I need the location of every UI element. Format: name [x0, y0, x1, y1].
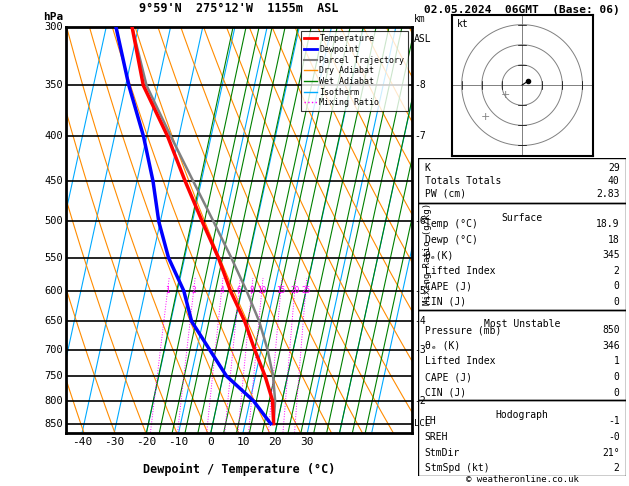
Text: 10: 10 — [257, 286, 267, 295]
Bar — [418, 400, 626, 476]
Text: 750: 750 — [44, 371, 63, 381]
Text: K: K — [425, 163, 430, 173]
Text: Temp (°C): Temp (°C) — [425, 219, 477, 229]
Text: 0: 0 — [614, 281, 620, 291]
Text: 02.05.2024  06GMT  (Base: 06): 02.05.2024 06GMT (Base: 06) — [424, 4, 620, 15]
Text: θₑ(K): θₑ(K) — [425, 250, 454, 260]
Text: 850: 850 — [44, 418, 63, 429]
Text: 2: 2 — [614, 266, 620, 276]
Legend: Temperature, Dewpoint, Parcel Trajectory, Dry Adiabat, Wet Adiabat, Isotherm, Mi: Temperature, Dewpoint, Parcel Trajectory… — [301, 31, 408, 110]
Text: +: + — [501, 90, 511, 100]
Text: 9°59'N  275°12'W  1155m  ASL: 9°59'N 275°12'W 1155m ASL — [139, 1, 339, 15]
Text: 0: 0 — [614, 388, 620, 398]
Text: Pressure (mb): Pressure (mb) — [425, 325, 501, 335]
Text: 18.9: 18.9 — [596, 219, 620, 229]
Text: 18: 18 — [608, 235, 620, 244]
Text: -8: -8 — [414, 81, 426, 90]
Text: 2: 2 — [614, 463, 620, 473]
Text: 29: 29 — [608, 163, 620, 173]
Text: 30: 30 — [301, 437, 314, 448]
Text: 0: 0 — [614, 372, 620, 382]
Text: -7: -7 — [414, 131, 426, 141]
Text: 550: 550 — [44, 253, 63, 263]
Text: 400: 400 — [44, 131, 63, 141]
Text: Lifted Index: Lifted Index — [425, 266, 495, 276]
Text: CAPE (J): CAPE (J) — [425, 372, 472, 382]
Text: 0: 0 — [614, 297, 620, 307]
Bar — [418, 310, 626, 400]
Text: Totals Totals: Totals Totals — [425, 176, 501, 186]
Text: EH: EH — [425, 416, 437, 426]
Text: 21°: 21° — [602, 448, 620, 458]
Text: Lifted Index: Lifted Index — [425, 356, 495, 366]
Text: Dewpoint / Temperature (°C): Dewpoint / Temperature (°C) — [143, 463, 335, 476]
Text: Surface: Surface — [501, 213, 543, 223]
Text: 650: 650 — [44, 316, 63, 327]
Text: 2.83: 2.83 — [596, 189, 620, 199]
Text: 300: 300 — [44, 22, 63, 32]
Text: Most Unstable: Most Unstable — [484, 319, 560, 329]
Text: 0: 0 — [208, 437, 214, 448]
Text: 20: 20 — [269, 437, 282, 448]
Text: -10: -10 — [169, 437, 189, 448]
Text: -6: -6 — [414, 216, 426, 226]
Text: θₑ (K): θₑ (K) — [425, 341, 460, 351]
Text: ASL: ASL — [414, 34, 431, 44]
Text: 345: 345 — [602, 250, 620, 260]
Text: 1: 1 — [614, 356, 620, 366]
Text: 15: 15 — [276, 286, 286, 295]
Text: -40: -40 — [72, 437, 92, 448]
Text: 20: 20 — [290, 286, 299, 295]
Text: 350: 350 — [44, 81, 63, 90]
Text: 600: 600 — [44, 286, 63, 296]
Text: StmSpd (kt): StmSpd (kt) — [425, 463, 489, 473]
Text: -3: -3 — [414, 345, 426, 355]
Text: © weatheronline.co.uk: © weatheronline.co.uk — [465, 474, 579, 484]
Text: +: + — [481, 112, 491, 122]
Text: 850: 850 — [602, 325, 620, 335]
Text: -2: -2 — [414, 396, 426, 406]
Text: -4: -4 — [414, 316, 426, 327]
Text: Mixing Ratio (g/kg): Mixing Ratio (g/kg) — [423, 203, 432, 305]
Text: -20: -20 — [136, 437, 157, 448]
Text: Dewp (°C): Dewp (°C) — [425, 235, 477, 244]
Text: -30: -30 — [104, 437, 125, 448]
Text: CAPE (J): CAPE (J) — [425, 281, 472, 291]
Text: 700: 700 — [44, 345, 63, 355]
Text: SREH: SREH — [425, 432, 448, 442]
Bar — [418, 158, 626, 204]
Text: 346: 346 — [602, 341, 620, 351]
Text: 1: 1 — [165, 286, 170, 295]
Text: -5: -5 — [414, 286, 426, 296]
Text: 6: 6 — [237, 286, 242, 295]
Text: 450: 450 — [44, 176, 63, 186]
Text: CIN (J): CIN (J) — [425, 297, 465, 307]
Text: -1: -1 — [608, 416, 620, 426]
Text: 40: 40 — [608, 176, 620, 186]
Text: 8: 8 — [249, 286, 254, 295]
Text: kt: kt — [457, 19, 469, 29]
Text: Hodograph: Hodograph — [496, 410, 548, 420]
Text: LCL: LCL — [414, 419, 430, 428]
Text: 800: 800 — [44, 396, 63, 406]
Bar — [418, 204, 626, 310]
Text: 500: 500 — [44, 216, 63, 226]
Text: hPa: hPa — [43, 12, 63, 22]
Text: 4: 4 — [220, 286, 224, 295]
Text: 2: 2 — [191, 286, 196, 295]
Text: 25: 25 — [301, 286, 310, 295]
Text: StmDir: StmDir — [425, 448, 460, 458]
Text: CIN (J): CIN (J) — [425, 388, 465, 398]
Text: 10: 10 — [237, 437, 250, 448]
Text: -0: -0 — [608, 432, 620, 442]
Text: PW (cm): PW (cm) — [425, 189, 465, 199]
Text: km: km — [414, 14, 426, 24]
